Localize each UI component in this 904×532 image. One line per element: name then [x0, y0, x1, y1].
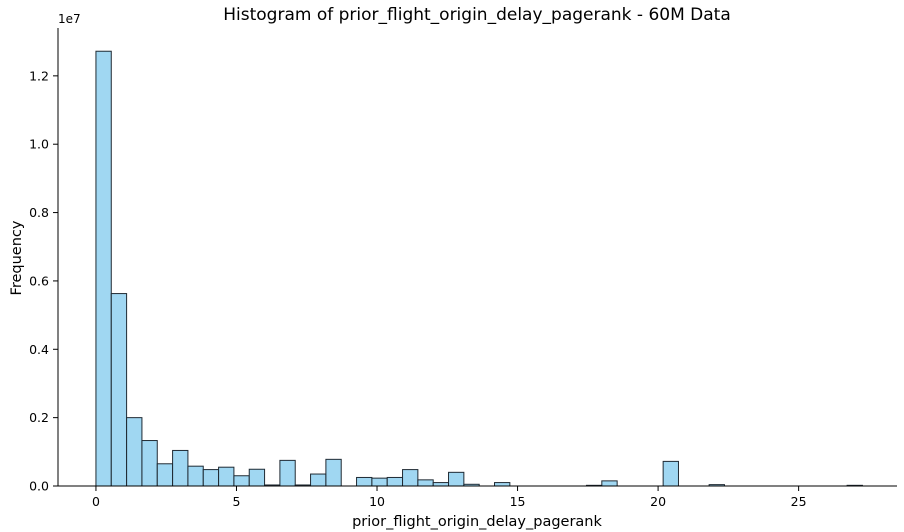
y-tick-label: 0.0: [29, 479, 49, 494]
histogram-bar: [494, 482, 511, 487]
x-tick-label: 20: [650, 494, 666, 509]
histogram-bar: [417, 479, 434, 487]
y-offset-label: 1e7: [58, 12, 81, 26]
histogram-bar: [172, 449, 189, 487]
histogram-bar: [662, 460, 679, 487]
chart-title: Histogram of prior_flight_origin_delay_p…: [223, 5, 731, 25]
y-tick-label: 1.2: [29, 68, 49, 83]
y-axis-ticks: 0.0 0.2 0.4 0.6 0.8 1.0 1.2: [29, 68, 58, 494]
histogram-bar: [248, 468, 266, 487]
y-tick-label: 1.0: [29, 137, 49, 152]
histogram-bar: [141, 440, 158, 487]
y-tick-label: 0.2: [29, 410, 49, 425]
histogram-bars: [95, 50, 863, 487]
histogram-bar: [202, 469, 220, 487]
histogram-bar: [386, 476, 404, 487]
x-tick-label: 5: [233, 494, 241, 509]
histogram-bar: [601, 480, 618, 487]
histogram-bar: [432, 482, 450, 487]
histogram-bar: [448, 471, 465, 487]
histogram-bar: [233, 475, 250, 487]
x-axis-ticks: 0 5 10 15 20 25: [92, 486, 807, 509]
x-tick-label: 10: [369, 494, 385, 509]
histogram-bar: [126, 417, 143, 487]
histogram-bar: [279, 459, 296, 487]
histogram-bar: [310, 473, 327, 487]
x-tick-label: 0: [92, 494, 100, 509]
y-tick-label: 0.6: [29, 273, 49, 288]
x-tick-label: 15: [510, 494, 526, 509]
y-tick-label: 0.4: [29, 342, 49, 357]
histogram-bar: [402, 469, 419, 487]
y-tick-label: 0.8: [29, 205, 49, 220]
histogram-bar: [218, 466, 235, 487]
histogram-bar: [156, 463, 174, 487]
histogram-bar: [187, 465, 204, 487]
histogram-bar: [371, 477, 388, 487]
histogram-bar: [356, 476, 373, 487]
histogram-bar: [110, 293, 128, 487]
y-axis-label: Frequency: [9, 220, 25, 295]
histogram-bar: [325, 458, 342, 487]
histogram-bar: [95, 50, 112, 487]
x-tick-label: 25: [791, 494, 807, 509]
x-axis-label: prior_flight_origin_delay_pagerank: [352, 514, 602, 530]
